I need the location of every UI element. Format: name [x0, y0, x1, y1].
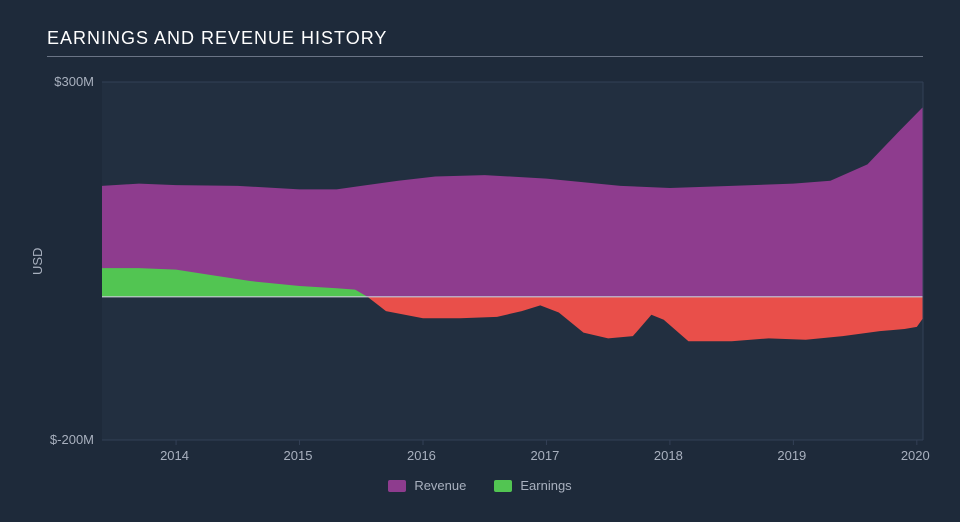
y-tick-label: $-200M	[50, 432, 94, 447]
x-tick-label: 2014	[160, 448, 189, 463]
legend-swatch-earnings	[494, 480, 512, 492]
legend-swatch-revenue	[388, 480, 406, 492]
x-tick-label: 2018	[654, 448, 683, 463]
legend-item-revenue: Revenue	[388, 478, 466, 493]
x-tick-label: 2015	[284, 448, 313, 463]
legend-label: Earnings	[520, 478, 571, 493]
x-tick-label: 2017	[530, 448, 559, 463]
chart-legend: Revenue Earnings	[0, 478, 960, 493]
y-tick-label: $300M	[54, 74, 94, 89]
x-tick-label: 2016	[407, 448, 436, 463]
y-axis-label: USD	[30, 248, 45, 275]
legend-label: Revenue	[414, 478, 466, 493]
chart-container: EARNINGS AND REVENUE HISTORY USD $300M $…	[0, 0, 960, 522]
x-tick-label: 2019	[777, 448, 806, 463]
chart-plot-area	[0, 0, 960, 522]
x-tick-label: 2020	[901, 448, 930, 463]
legend-item-earnings: Earnings	[494, 478, 571, 493]
